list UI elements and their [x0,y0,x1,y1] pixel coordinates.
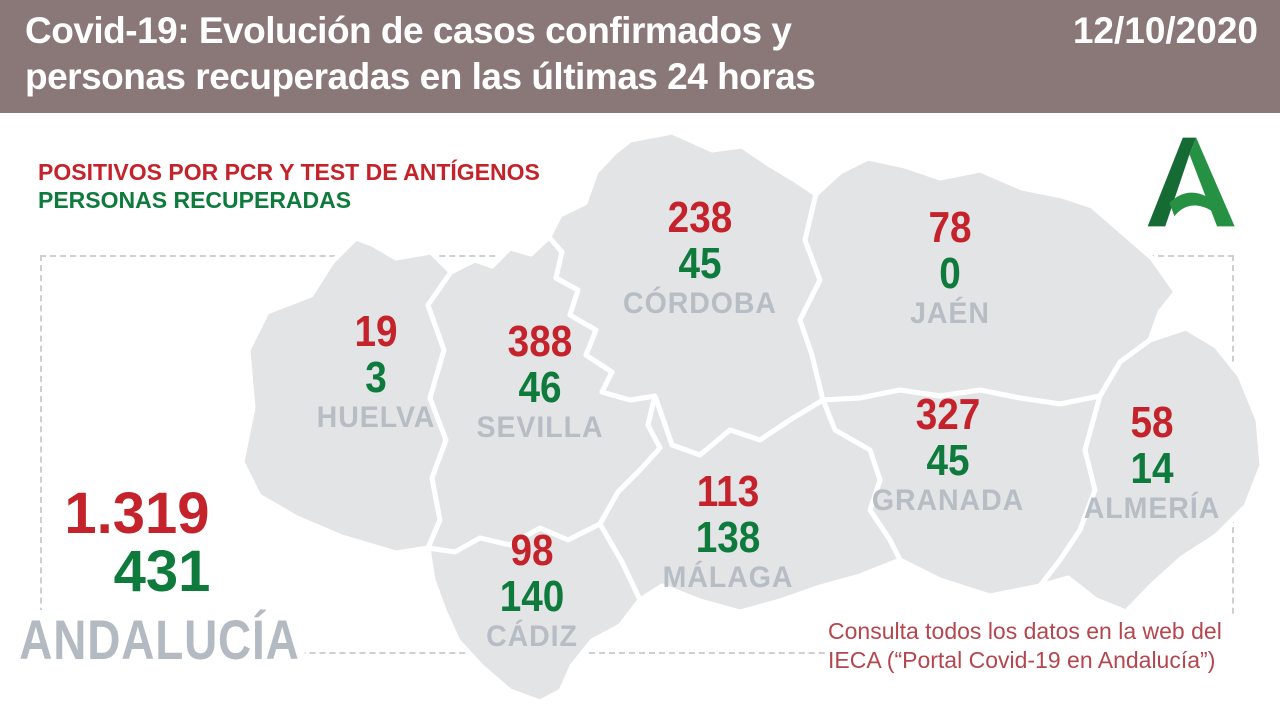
almeria-recovered-value: 14 [1130,444,1174,493]
sevilla-label: SEVILLA [476,411,604,444]
page-title-line1: Covid-19: Evolución de casos confirmados… [25,10,792,51]
province-block-cordoba: 238 45 CÓRDOBA [619,195,781,321]
page-title-line2: personas recuperadas en las últimas 24 h… [25,56,816,97]
huelva-recovered-value: 3 [365,353,387,402]
jaen-positives-value: 78 [928,203,972,252]
footer-note: Consulta todos los datos en la web del I… [828,617,1252,687]
province-block-sevilla: 388 46 SEVILLA [473,319,607,445]
province-block-granada: 327 45 GRANADA [868,392,1028,518]
almeria-label: ALMERÍA [1083,492,1221,525]
province-block-malaga: 113 138 MÁLAGA [659,469,797,595]
province-block-huelva: 19 3 HUELVA [314,309,439,435]
cadiz-label: CÁDIZ [486,620,578,653]
granada-recovered-value: 45 [926,436,970,485]
almeria-positives-value: 58 [1130,398,1174,447]
province-block-jaen: 78 0 JAÉN [908,205,992,331]
cordoba-label: CÓRDOBA [623,287,777,320]
junta-de-andalucia-logo-icon [1147,137,1235,227]
cordoba-positives-value: 238 [667,193,733,242]
map-province-cadiz [425,521,643,705]
andalucia-total-positives: 1.319 [64,481,210,546]
footer-note-line2: IECA (“Portal Covid-19 en Andalucía”) [828,647,1216,673]
jaen-label: JAÉN [910,297,990,330]
granada-label: GRANADA [871,484,1025,517]
legend-positives-label: POSITIVOS POR PCR Y TEST DE ANTÍGENOS [38,159,540,185]
legend-recovered-label: PERSONAS RECUPERADAS [38,187,352,213]
header-bar: Covid-19: Evolución de casos confirmados… [0,0,1280,113]
huelva-label: HUELVA [316,401,436,434]
jaen-recovered-value: 0 [939,249,961,298]
cadiz-recovered-value: 140 [499,572,565,621]
map-province-malaga [597,393,903,615]
andalucia-total-recovered: 431 [113,539,211,604]
malaga-label: MÁLAGA [662,561,794,594]
province-block-almeria: 58 14 ALMERÍA [1080,400,1224,526]
legend: POSITIVOS POR PCR Y TEST DE ANTÍGENOS PE… [38,158,540,214]
footer-note-line1: Consulta todos los datos en la web del [828,618,1222,644]
page-title: Covid-19: Evolución de casos confirmados… [25,8,816,113]
map-province-almeria [1037,325,1265,615]
cordoba-recovered-value: 45 [678,239,722,288]
sevilla-recovered-value: 46 [518,363,562,412]
malaga-recovered-value: 138 [695,513,761,562]
huelva-positives-value: 19 [354,307,398,356]
province-block-cadiz: 98 140 CÁDIZ [484,528,581,654]
cadiz-positives-value: 98 [510,526,554,575]
granada-positives-value: 327 [915,390,981,439]
malaga-positives-value: 113 [696,467,760,516]
sevilla-positives-value: 388 [507,317,573,366]
andalucia-region-label: ANDALUCÍA [16,610,305,672]
report-date: 12/10/2020 [1072,10,1258,51]
